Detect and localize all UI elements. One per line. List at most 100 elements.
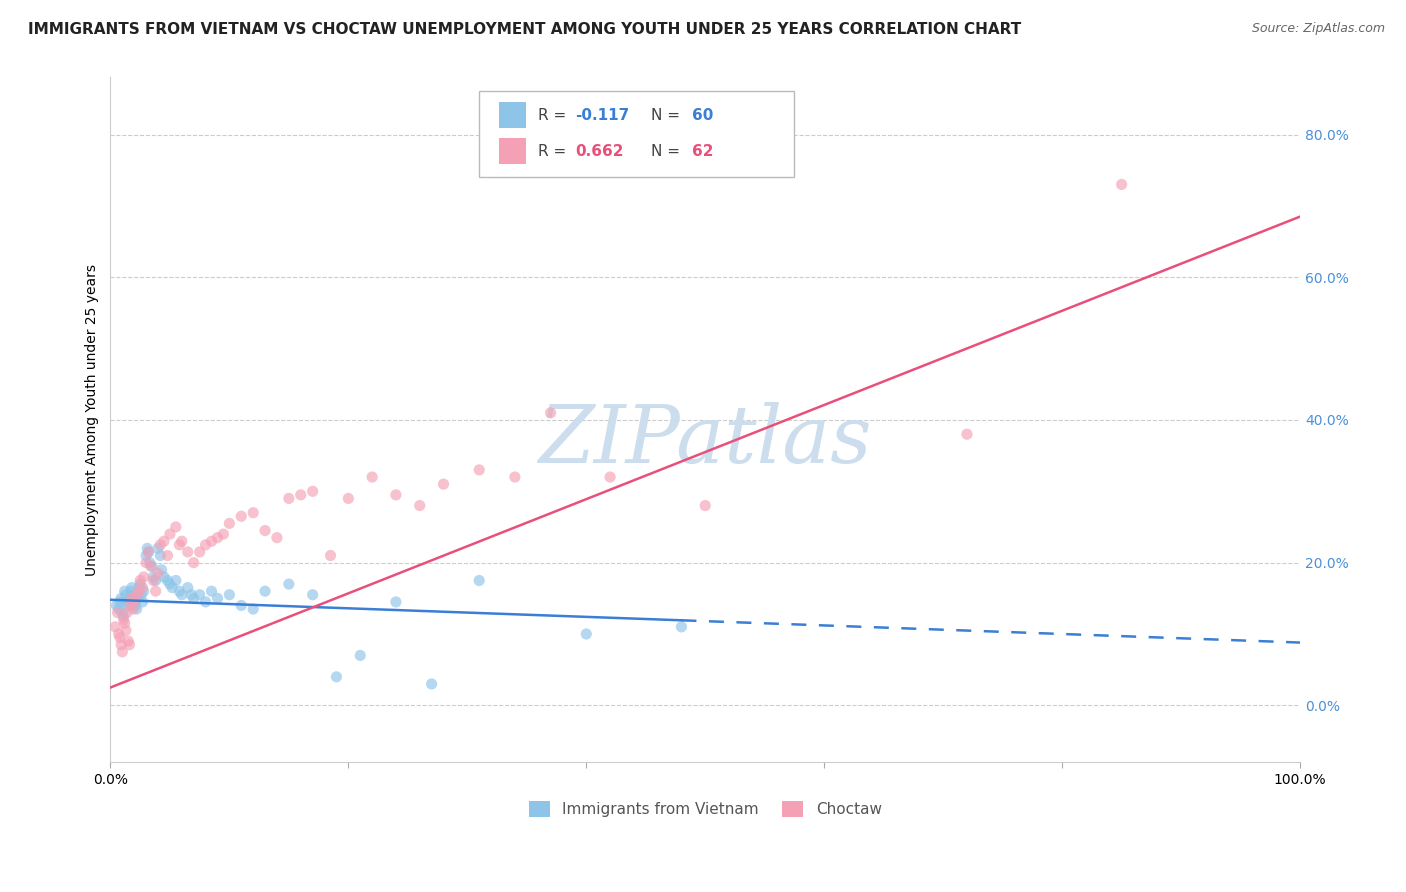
Point	[575, 627, 598, 641]
Point	[129, 574, 152, 588]
Point	[671, 620, 693, 634]
Point	[138, 545, 160, 559]
Point	[107, 606, 129, 620]
Point	[188, 545, 211, 559]
Point	[385, 488, 408, 502]
Point	[207, 591, 229, 606]
Point	[170, 534, 193, 549]
FancyBboxPatch shape	[499, 138, 526, 164]
Point	[153, 534, 176, 549]
Point	[194, 538, 217, 552]
Point	[956, 427, 979, 442]
Point	[169, 584, 191, 599]
Point	[325, 670, 347, 684]
Point	[136, 541, 159, 556]
Point	[146, 566, 169, 581]
Point	[114, 616, 136, 631]
Point	[432, 477, 454, 491]
Point	[142, 570, 165, 584]
Point	[207, 531, 229, 545]
Point	[122, 588, 145, 602]
Point	[156, 574, 179, 588]
Point	[159, 527, 181, 541]
Point	[122, 595, 145, 609]
Point	[132, 584, 155, 599]
Point	[266, 531, 288, 545]
Point	[212, 527, 235, 541]
Point	[131, 595, 153, 609]
Point	[468, 574, 491, 588]
Point	[169, 538, 191, 552]
Point	[183, 556, 205, 570]
Point	[131, 581, 153, 595]
Point	[177, 581, 200, 595]
Point	[122, 602, 145, 616]
Point	[145, 584, 167, 599]
Point	[337, 491, 360, 506]
Text: N =: N =	[651, 108, 685, 122]
Point	[165, 520, 187, 534]
Point	[117, 634, 139, 648]
Point	[301, 484, 323, 499]
Point	[125, 602, 148, 616]
Point	[159, 577, 181, 591]
Text: 62: 62	[692, 144, 714, 159]
Point	[177, 545, 200, 559]
Point	[695, 499, 717, 513]
Point	[242, 506, 264, 520]
Point	[107, 602, 129, 616]
Point	[290, 488, 312, 502]
Point	[242, 602, 264, 616]
Point	[112, 609, 135, 624]
Point	[135, 549, 157, 563]
Point	[361, 470, 384, 484]
Point	[139, 559, 162, 574]
Point	[254, 524, 277, 538]
Point	[218, 516, 240, 531]
Point	[128, 584, 150, 599]
Y-axis label: Unemployment Among Youth under 25 years: Unemployment Among Youth under 25 years	[86, 264, 100, 576]
Point	[112, 613, 135, 627]
Point	[165, 574, 187, 588]
Point	[194, 595, 217, 609]
Text: R =: R =	[537, 144, 571, 159]
Point	[128, 581, 150, 595]
Text: IMMIGRANTS FROM VIETNAM VS CHOCTAW UNEMPLOYMENT AMONG YOUTH UNDER 25 YEARS CORRE: IMMIGRANTS FROM VIETNAM VS CHOCTAW UNEMP…	[28, 22, 1021, 37]
Point	[200, 584, 222, 599]
Point	[110, 591, 132, 606]
Point	[420, 677, 443, 691]
Point	[409, 499, 432, 513]
Text: 60: 60	[692, 108, 713, 122]
Point	[111, 606, 134, 620]
Point	[114, 584, 136, 599]
Point	[138, 556, 160, 570]
Point	[129, 577, 152, 591]
FancyBboxPatch shape	[499, 102, 526, 128]
Point	[599, 470, 621, 484]
Text: -0.117: -0.117	[575, 108, 630, 122]
Point	[115, 624, 138, 638]
Point	[183, 591, 205, 606]
Point	[122, 595, 145, 609]
Point	[125, 588, 148, 602]
Point	[349, 648, 371, 663]
Point	[1111, 178, 1133, 192]
Point	[218, 588, 240, 602]
Point	[200, 534, 222, 549]
Point	[120, 599, 142, 613]
Point	[188, 588, 211, 602]
Point	[121, 591, 143, 606]
Point	[104, 620, 127, 634]
Point	[127, 591, 149, 606]
Legend: Immigrants from Vietnam, Choctaw: Immigrants from Vietnam, Choctaw	[523, 795, 887, 823]
Point	[540, 406, 562, 420]
Point	[108, 595, 131, 609]
Point	[146, 541, 169, 556]
Point	[115, 595, 138, 609]
Point	[142, 574, 165, 588]
Point	[117, 599, 139, 613]
Point	[170, 588, 193, 602]
Point	[110, 638, 132, 652]
Point	[120, 584, 142, 599]
Point	[301, 588, 323, 602]
